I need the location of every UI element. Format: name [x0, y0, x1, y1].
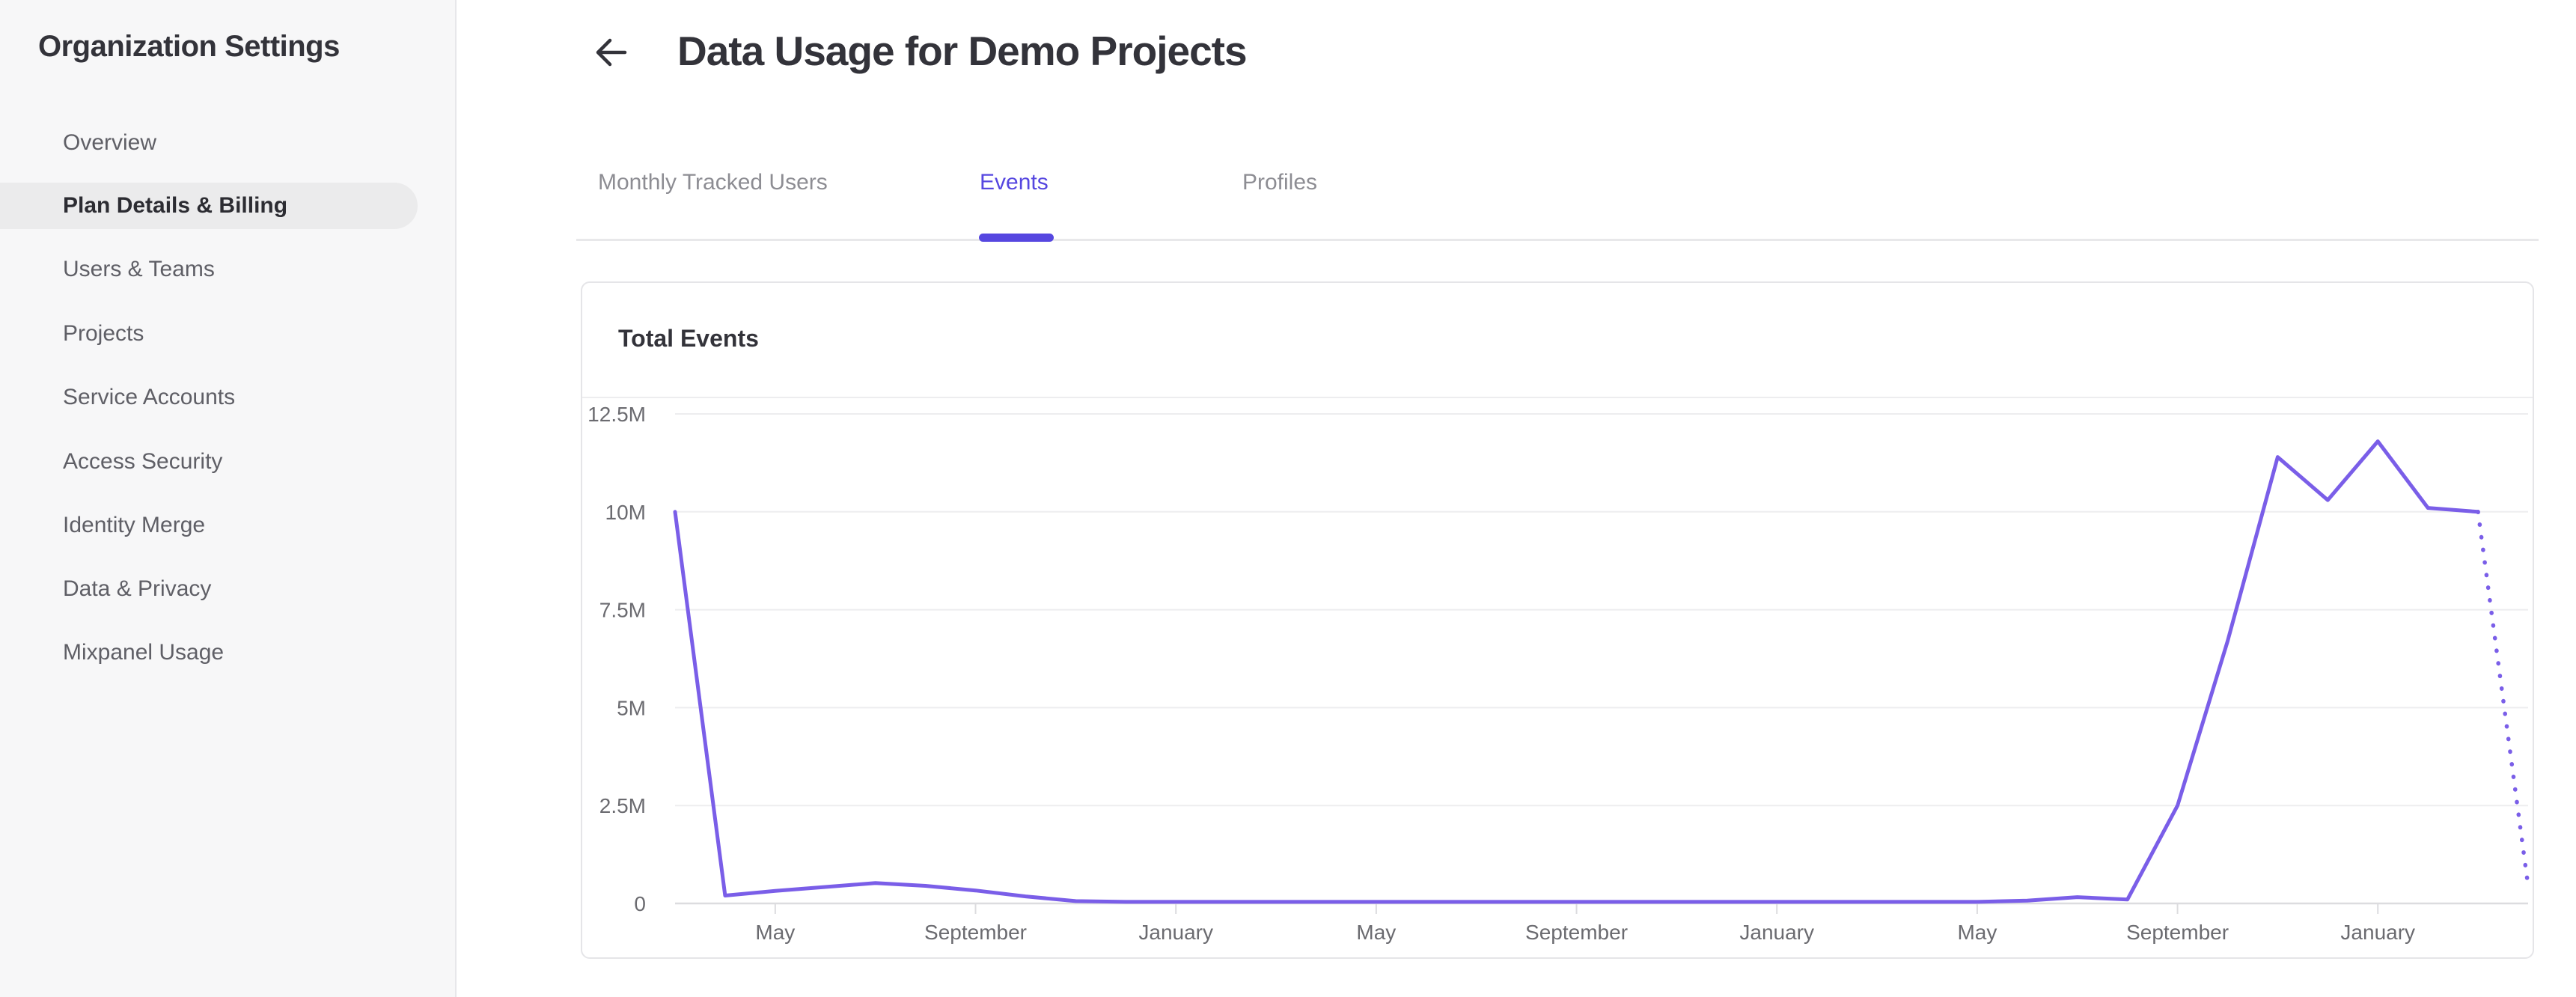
active-tab-indicator: [979, 234, 1054, 242]
tab-events[interactable]: Events: [980, 170, 1049, 195]
x-axis-label: May: [1356, 921, 1396, 944]
x-axis-label: May: [1957, 921, 1997, 944]
tab-monthly-tracked-users[interactable]: Monthly Tracked Users: [598, 170, 828, 195]
projected-segment-dotted: [2476, 510, 2530, 888]
y-axis-label: 5M: [617, 696, 646, 719]
tab-profiles[interactable]: Profiles: [1242, 170, 1318, 195]
x-axis-label: May: [755, 921, 795, 944]
sidebar-item-users-teams[interactable]: Users & Teams: [63, 257, 215, 281]
chart-title: Total Events: [618, 325, 759, 352]
tab-bar-border: [576, 239, 2539, 241]
sidebar-item-service-accounts[interactable]: Service Accounts: [63, 385, 236, 409]
left-arrow-icon: [596, 38, 627, 67]
tab-bar: Monthly Tracked Users Events Profiles: [0, 0, 2576, 247]
x-axis-label: September: [2126, 921, 2229, 944]
sidebar-item-overview[interactable]: Overview: [63, 130, 157, 155]
selected-item-pill: [0, 183, 418, 229]
sidebar-item-mixpanel-usage[interactable]: Mixpanel Usage: [63, 640, 225, 665]
y-axis-label: 2.5M: [599, 794, 646, 817]
sidebar-item-projects[interactable]: Projects: [63, 321, 144, 346]
x-axis-label: January: [1739, 921, 1814, 944]
y-axis-label: 12.5M: [587, 403, 646, 426]
events-line-chart[interactable]: 0 2.5M 5M 7.5M 10M 12.5M May September January Ma…: [582, 398, 2533, 957]
y-axis-label: 0: [634, 892, 646, 915]
card-divider: [582, 397, 2533, 398]
sidebar: Organization Settings Overview Plan Deta…: [0, 0, 457, 997]
sidebar-item-access-security[interactable]: Access Security: [63, 449, 223, 474]
y-axis-label: 7.5M: [599, 599, 646, 622]
x-axis-label: January: [1138, 921, 1213, 944]
sidebar-title: Organization Settings: [38, 30, 340, 63]
x-axis-label: September: [924, 921, 1027, 944]
x-axis-label: January: [2340, 921, 2415, 944]
x-axis-label: September: [1525, 921, 1628, 944]
back-button[interactable]: [591, 34, 629, 71]
total-events-card: Total Events 0 2.5M 5M 7.5M 10M 12.5M May Septe…: [581, 281, 2534, 959]
total-events-series-line: [673, 439, 2480, 904]
sidebar-item-data-privacy[interactable]: Data & Privacy: [63, 576, 212, 601]
y-axis-label: 10M: [605, 501, 646, 524]
sidebar-item-plan-details-billing[interactable]: Plan Details & Billing: [63, 193, 288, 218]
sidebar-item-identity-merge[interactable]: Identity Merge: [63, 513, 206, 537]
page-title: Data Usage for Demo Projects: [677, 28, 1248, 74]
